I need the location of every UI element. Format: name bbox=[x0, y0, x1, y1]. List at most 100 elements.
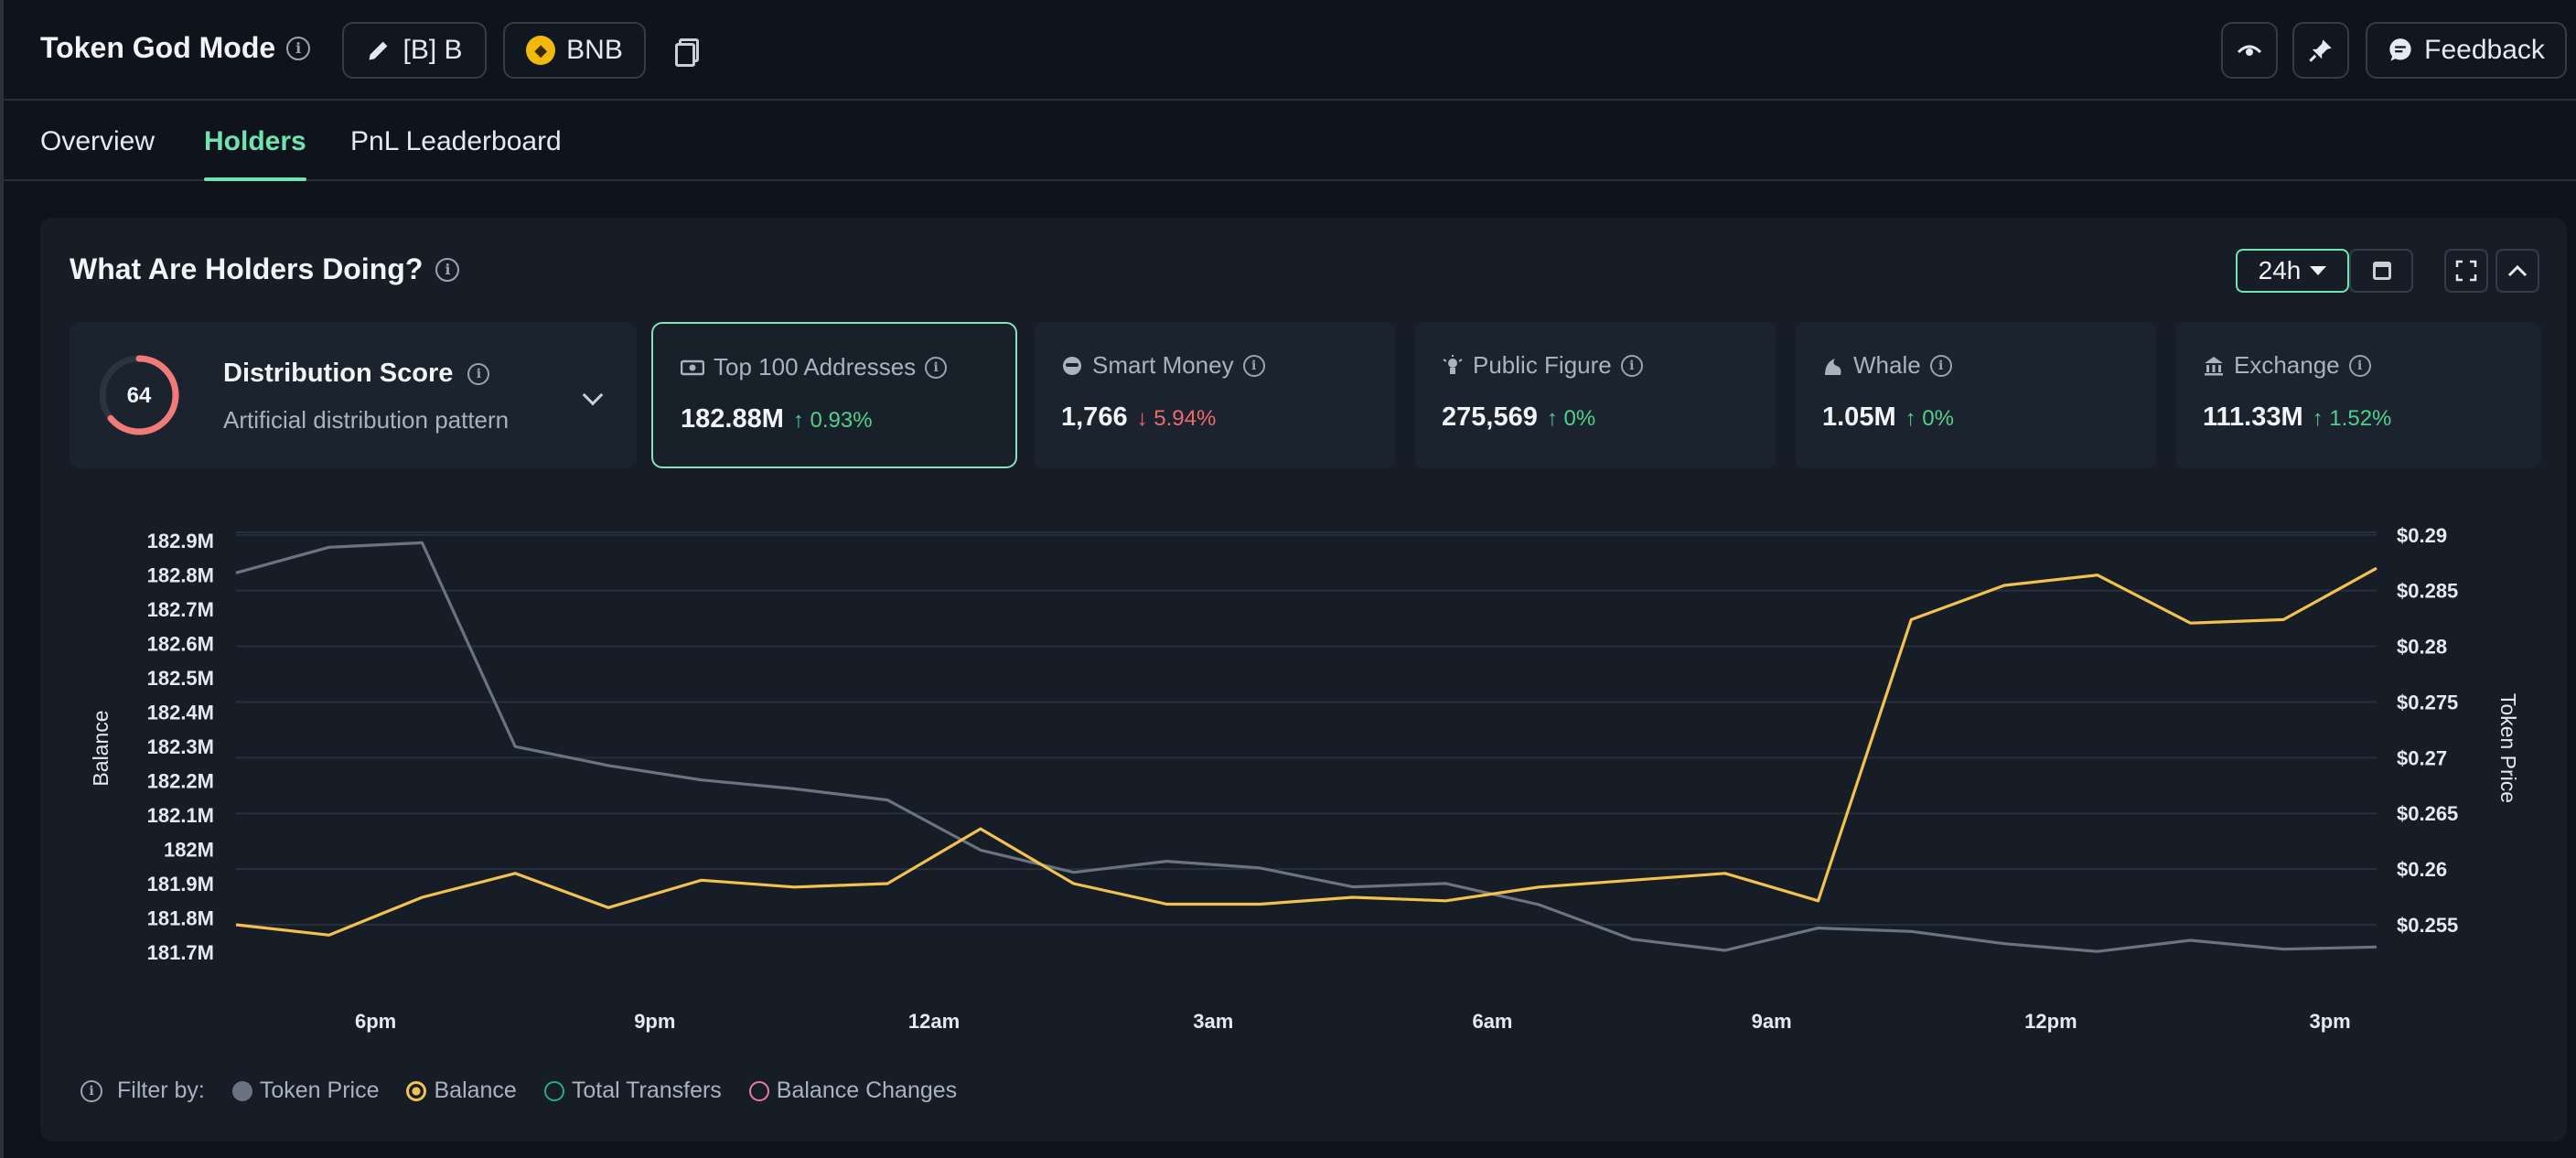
legend-total-transfers[interactable]: Total Transfers bbox=[543, 1078, 722, 1104]
change-up: ↑ 0.93% bbox=[792, 408, 873, 433]
top-100-addresses-card[interactable]: Top 100 Addresses i 182.88M ↑ 0.93% bbox=[651, 322, 1017, 468]
y2-tick-label: $0.28 bbox=[2397, 636, 2447, 659]
copy-icon[interactable] bbox=[675, 38, 699, 67]
info-icon[interactable]: i bbox=[2348, 354, 2371, 377]
exchange-card[interactable]: Exchange i 111.33M ↑ 1.52% bbox=[2175, 322, 2541, 468]
card-label: Whale i bbox=[1822, 351, 1952, 380]
card-label-text: Whale bbox=[1853, 351, 1921, 379]
chain-button[interactable]: ◆ BNB bbox=[503, 22, 646, 79]
x-tick-label: 3am bbox=[1193, 1010, 1233, 1033]
y-tick-label: 182.3M bbox=[147, 735, 214, 758]
collapse-button[interactable] bbox=[2496, 249, 2539, 293]
app-title-text: Token God Mode bbox=[40, 31, 276, 64]
chain-button-label: BNB bbox=[566, 35, 623, 65]
legend-label: Balance Changes bbox=[776, 1078, 958, 1103]
card-value: 1.05M ↑ 0% bbox=[1822, 402, 1954, 433]
y2-tick-label: $0.29 bbox=[2397, 524, 2447, 547]
info-icon[interactable]: i bbox=[286, 36, 311, 60]
info-icon[interactable]: i bbox=[925, 356, 948, 379]
holders-line-chart: 181.7M 181.8M 181.9M 182M 182.1M 182.2M 182.3M… bbox=[89, 524, 2520, 1033]
legend-label: Balance bbox=[434, 1078, 517, 1103]
distribution-score-card[interactable]: 64 Distribution Score i Artificial distr… bbox=[70, 322, 637, 468]
card-value-text: 1,766 bbox=[1061, 402, 1128, 432]
watch-button[interactable] bbox=[2221, 22, 2278, 79]
x-tick-label: 3pm bbox=[2310, 1010, 2351, 1033]
megaphone-icon bbox=[1443, 354, 1463, 374]
legend-balance[interactable]: Balance bbox=[406, 1078, 517, 1104]
legend-token-price[interactable]: Token Price bbox=[231, 1078, 379, 1104]
change-up: ↑ 0% bbox=[1905, 406, 1954, 431]
y-tick-label: 182M bbox=[164, 839, 214, 862]
expand-icon bbox=[2455, 260, 2477, 282]
legend-swatch bbox=[231, 1080, 252, 1101]
distribution-title-text: Distribution Score bbox=[223, 359, 454, 388]
public-figure-card[interactable]: Public Figure i 275,569 ↑ 0% bbox=[1414, 322, 1776, 468]
info-icon[interactable]: i bbox=[80, 1079, 102, 1102]
x-tick-label: 12pm bbox=[2024, 1010, 2077, 1033]
tab-pnl-leaderboard[interactable]: PnL Leaderboard bbox=[350, 126, 562, 156]
chat-bubble-icon bbox=[2389, 38, 2411, 61]
x-tick-label: 6pm bbox=[355, 1010, 396, 1033]
feedback-button[interactable]: Feedback bbox=[2366, 22, 2567, 79]
whale-icon bbox=[1825, 358, 1841, 375]
time-range-value: 24h bbox=[2258, 256, 2302, 284]
change-value: 0.93% bbox=[810, 408, 873, 433]
change-value: 0% bbox=[1563, 406, 1596, 431]
tab-holders[interactable]: Holders bbox=[204, 126, 306, 181]
chevron-up-icon bbox=[2507, 264, 2528, 277]
legend-swatch bbox=[406, 1080, 427, 1101]
y2-tick-label: $0.265 bbox=[2397, 802, 2458, 825]
pin-button[interactable] bbox=[2292, 22, 2349, 79]
tab-bar: Overview Holders PnL Leaderboard bbox=[0, 101, 2576, 181]
token-price-line bbox=[235, 541, 2377, 953]
info-icon[interactable]: i bbox=[1620, 354, 1643, 377]
info-icon[interactable]: i bbox=[435, 257, 460, 282]
info-icon[interactable]: i bbox=[1242, 354, 1265, 377]
whale-card[interactable]: Whale i 1.05M ↑ 0% bbox=[1795, 322, 2157, 468]
info-icon[interactable]: i bbox=[467, 362, 490, 385]
y-tick-label: 181.8M bbox=[147, 907, 214, 930]
y2-tick-label: $0.285 bbox=[2397, 580, 2458, 603]
y-tick-label: 182.6M bbox=[147, 633, 214, 656]
token-button[interactable]: [B] B bbox=[342, 22, 487, 79]
pencil-icon bbox=[369, 41, 388, 60]
y-tick-label: 181.7M bbox=[147, 941, 214, 964]
x-tick-label: 9pm bbox=[634, 1010, 675, 1033]
smart-money-card[interactable]: Smart Money i 1,766 ↓ 5.94% bbox=[1034, 322, 1396, 468]
calendar-button[interactable] bbox=[2349, 249, 2413, 293]
bank-icon bbox=[2205, 356, 2223, 375]
legend-balance-changes[interactable]: Balance Changes bbox=[748, 1078, 958, 1104]
card-label: Exchange i bbox=[2203, 351, 2371, 380]
legend-swatch bbox=[748, 1080, 769, 1101]
card-label-text: Exchange bbox=[2234, 351, 2340, 379]
card-value: 182.88M ↑ 0.93% bbox=[681, 404, 873, 434]
time-range-dropdown[interactable]: 24h bbox=[2236, 249, 2349, 293]
info-icon[interactable]: i bbox=[1929, 354, 1952, 377]
y2-axis-title: Token Price bbox=[2496, 693, 2520, 803]
change-down: ↓ 5.94% bbox=[1136, 406, 1217, 431]
calendar-icon bbox=[2373, 262, 2391, 280]
legend-swatch bbox=[543, 1080, 564, 1101]
card-label-text: Smart Money bbox=[1092, 351, 1234, 379]
tab-overview[interactable]: Overview bbox=[40, 126, 156, 156]
card-value-text: 111.33M bbox=[2203, 402, 2303, 432]
distribution-title: Distribution Score i bbox=[223, 359, 490, 389]
x-tick-label: 6am bbox=[1472, 1010, 1512, 1033]
chart-legend: i Filter by: Token Price Balance Total T… bbox=[80, 1078, 957, 1104]
app-title: Token God Mode i bbox=[40, 31, 311, 65]
panel-title: What Are Holders Doing? i bbox=[70, 252, 460, 286]
y-tick-label: 181.9M bbox=[147, 873, 214, 895]
x-tick-label: 12am bbox=[908, 1010, 960, 1033]
token-button-label: [B] B bbox=[402, 35, 463, 65]
x-tick-label: 9am bbox=[1752, 1010, 1792, 1033]
money-icon bbox=[681, 359, 704, 375]
fullscreen-button[interactable] bbox=[2444, 249, 2488, 293]
smart-money-icon bbox=[1063, 356, 1081, 375]
y-axis-title: Balance bbox=[89, 710, 113, 786]
change-up: ↑ 1.52% bbox=[2312, 406, 2392, 431]
legend-label: Total Transfers bbox=[571, 1078, 722, 1103]
eye-icon bbox=[2237, 45, 2262, 56]
change-value: 5.94% bbox=[1154, 406, 1217, 431]
card-value: 1,766 ↓ 5.94% bbox=[1061, 402, 1216, 433]
change-value: 1.52% bbox=[2329, 406, 2392, 431]
